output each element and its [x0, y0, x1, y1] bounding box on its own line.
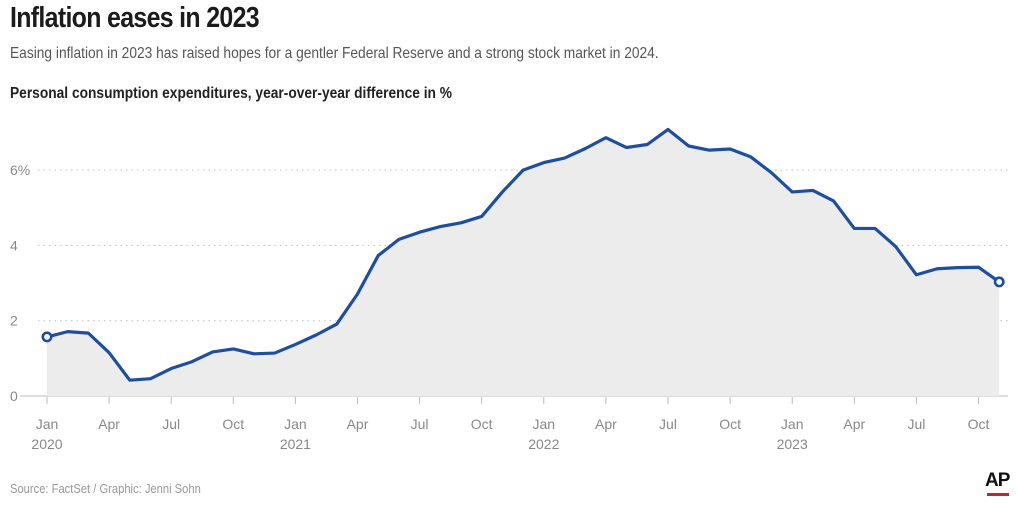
x-tick-label: Apr: [347, 416, 369, 432]
x-tick-label: Jul: [659, 416, 677, 432]
marker-layer: [41, 276, 1005, 343]
x-tick-label: Apr: [595, 416, 617, 432]
y-tick-label: 2: [10, 313, 18, 329]
x-tick-year: 2020: [31, 436, 62, 452]
x-tick-year: 2023: [777, 436, 808, 452]
y-axis-ticks: 6% 4 2 0: [10, 162, 30, 404]
x-tick-label: Oct: [222, 416, 244, 432]
ap-logo-text: AP: [985, 470, 1010, 491]
chart-subtitle: Easing inflation in 2023 has raised hope…: [10, 45, 659, 62]
x-axis-ticks: Jan 2020 Apr Jul Oct Jan 2021 Apr Jul Oct Jan 2022 A…: [31, 397, 989, 452]
x-tick-label: Oct: [719, 416, 741, 432]
x-tick-label: Jan: [36, 416, 59, 432]
end-marker: [993, 276, 1005, 288]
x-tick-year: 2021: [280, 436, 311, 452]
x-tick-label: Jan: [533, 416, 556, 432]
y-tick-label: 6%: [10, 162, 30, 178]
area-fill: [47, 129, 1000, 396]
ap-logo: AP: [985, 470, 1012, 496]
x-tick-label: Jan: [284, 416, 307, 432]
x-tick-label: Jul: [411, 416, 429, 432]
x-tick-label: Apr: [98, 416, 120, 432]
ap-logo-underline: [987, 493, 1009, 496]
x-tick-label: Oct: [471, 416, 493, 432]
x-tick-label: Apr: [843, 416, 865, 432]
x-tick-label: Jan: [781, 416, 804, 432]
y-tick-label: 4: [10, 237, 18, 253]
x-tick-label: Oct: [968, 416, 990, 432]
x-tick-label: Jul: [907, 416, 925, 432]
chart-headline: Inflation eases in 2023: [10, 2, 260, 34]
start-marker: [41, 331, 53, 343]
source-credit: Source: FactSet / Graphic: Jenni Sohn: [10, 481, 201, 496]
series-line-layer: [45, 127, 1001, 382]
y-tick-label: 0: [10, 388, 18, 404]
x-tick-year: 2022: [528, 436, 559, 452]
chart-title: Personal consumption expenditures, year-…: [10, 85, 452, 102]
area-fill-layer: [47, 129, 1000, 396]
x-tick-label: Jul: [162, 416, 180, 432]
series-line: [45, 127, 1001, 382]
